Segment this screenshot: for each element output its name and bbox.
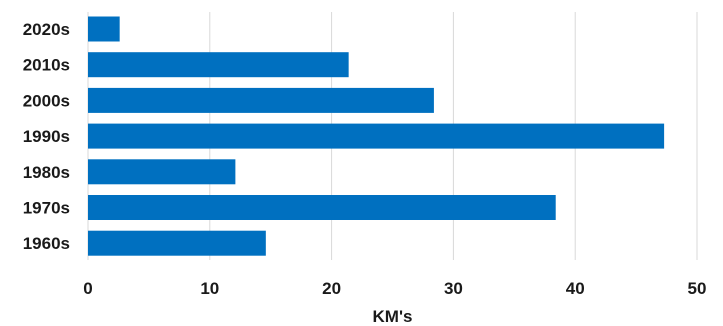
- y-tick-label-1990s: 1990s: [23, 127, 70, 146]
- y-tick-label-2010s: 2010s: [23, 56, 70, 75]
- y-tick-label-2000s: 2000s: [23, 91, 70, 110]
- bars: [88, 16, 665, 256]
- x-axis-tick-labels: 0 10 20 30 40 50: [83, 279, 706, 298]
- bar-1970s: [88, 195, 556, 220]
- bar-1980s: [88, 159, 236, 185]
- x-axis-title: KM's: [373, 307, 413, 326]
- x-tick-label-40: 40: [566, 279, 585, 298]
- bar-2010s: [88, 52, 349, 78]
- y-tick-label-1960s: 1960s: [23, 234, 70, 253]
- x-tick-label-50: 50: [688, 279, 707, 298]
- y-axis-tick-labels: 2020s 2010s 2000s 1990s 1980s 1970s 1960s: [23, 20, 70, 253]
- bar-1960s: [88, 230, 266, 256]
- y-tick-label-2020s: 2020s: [23, 20, 70, 39]
- x-tick-label-0: 0: [83, 279, 92, 298]
- y-tick-label-1980s: 1980s: [23, 163, 70, 182]
- x-tick-label-30: 30: [444, 279, 463, 298]
- bar-2000s: [88, 87, 434, 113]
- y-tick-label-1970s: 1970s: [23, 199, 70, 218]
- x-tick-label-20: 20: [322, 279, 341, 298]
- bar-1990s: [88, 123, 665, 149]
- x-tick-label-10: 10: [200, 279, 219, 298]
- bar-2020s: [88, 16, 120, 42]
